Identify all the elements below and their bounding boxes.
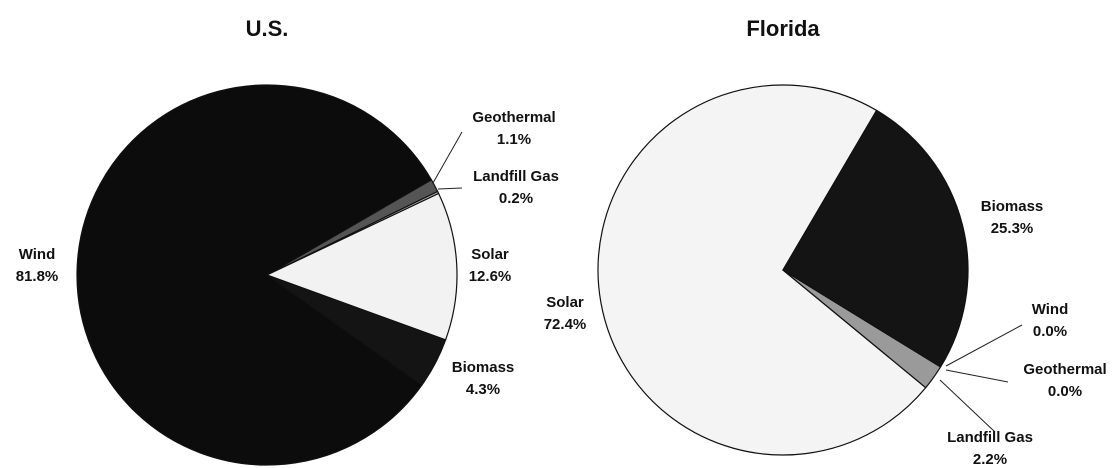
slice-value: 0.2% — [499, 190, 533, 207]
leader-line — [945, 369, 1009, 383]
slice-label: Landfill Gas — [473, 168, 559, 185]
slice-value: 81.8% — [16, 268, 59, 285]
leader-line — [437, 187, 463, 190]
slice-value: 2.2% — [973, 451, 1007, 468]
pie-slice — [597, 84, 927, 456]
slice-label: Biomass — [981, 198, 1044, 215]
chart-title: U.S. — [246, 16, 289, 41]
slice-value: 12.6% — [469, 268, 512, 285]
slice-value: 1.1% — [497, 131, 531, 148]
chart-title: Florida — [746, 16, 820, 41]
slice-label: Solar — [546, 294, 584, 311]
leader-line — [945, 324, 1023, 367]
slice-value: 0.0% — [1048, 383, 1082, 400]
slice-label: Geothermal — [1023, 361, 1106, 378]
pie-slice — [782, 109, 969, 368]
slice-value: 4.3% — [466, 381, 500, 398]
slice-value: 25.3% — [991, 220, 1034, 237]
slice-label: Landfill Gas — [947, 429, 1033, 446]
leader-line — [432, 131, 463, 184]
slice-label: Wind — [19, 246, 56, 263]
pie-slice — [76, 84, 433, 466]
slice-value: 0.0% — [1033, 323, 1067, 340]
pie-slice — [265, 192, 458, 341]
slice-label: Wind — [1032, 301, 1069, 318]
slice-label: Biomass — [452, 359, 515, 376]
leader-line — [939, 379, 996, 433]
slice-label: Solar — [471, 246, 509, 263]
slice-label: Geothermal — [472, 109, 555, 126]
slice-value: 72.4% — [544, 316, 587, 333]
